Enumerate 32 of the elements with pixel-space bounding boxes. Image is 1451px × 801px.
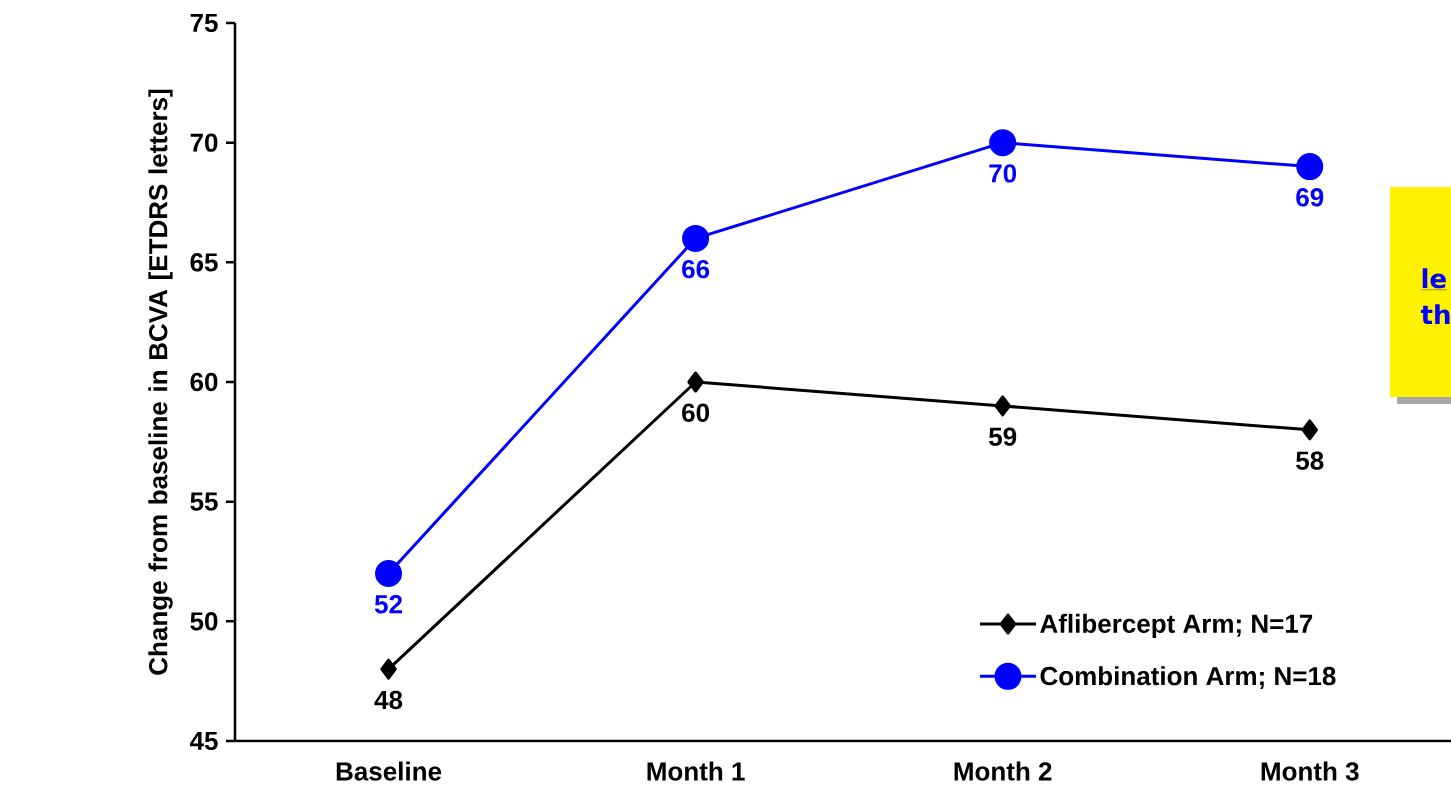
y-tick-label: 60 [190, 372, 218, 392]
y-axis-title: Change from baseline in BCVA [ETDRS letters] [148, 89, 173, 675]
x-tick-label: Month 1 [647, 761, 745, 781]
y-tick-label: 50 [190, 612, 218, 631]
legend-label: Aflibercept Arm; N=17 [1040, 613, 1313, 639]
point [682, 224, 710, 252]
annotation: th [1420, 304, 1450, 324]
data-label: 59 [989, 427, 1017, 446]
annotation: le [1422, 268, 1446, 289]
data-label: 48 [374, 690, 403, 710]
legend-label: Combination Arm; N=18 [1040, 666, 1336, 690]
x-tick-label: Baseline [336, 761, 442, 781]
y-tick-label: 65 [190, 253, 218, 272]
data-label: 70 [989, 164, 1017, 183]
y-tick-label: 45 [189, 731, 218, 751]
point [687, 371, 704, 393]
y-tick-label: 75 [190, 13, 218, 33]
x-tick-label: Month 2 [954, 761, 1052, 781]
data-label: 69 [1296, 188, 1324, 207]
point [380, 658, 397, 680]
y-tick-label: 55 [190, 492, 218, 511]
point [1301, 419, 1318, 441]
data-label: 58 [1296, 451, 1324, 470]
data-label: 52 [374, 594, 402, 614]
x-tick-label: Month 3 [1261, 761, 1359, 781]
point [989, 129, 1017, 157]
point [1296, 153, 1324, 181]
data-label: 60 [682, 403, 709, 422]
data-label: 66 [682, 259, 710, 279]
y-tick-label: 70 [190, 133, 218, 152]
point [994, 395, 1011, 417]
point [375, 559, 403, 587]
